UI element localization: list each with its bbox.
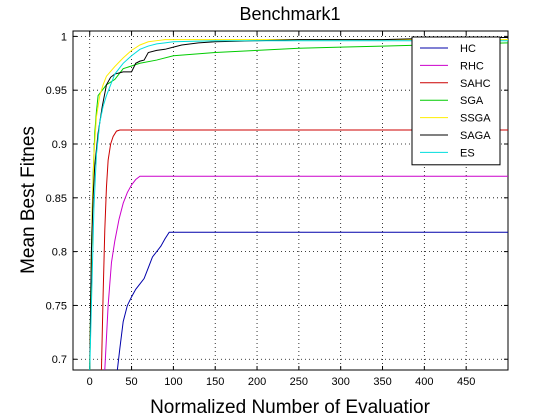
chart-title: Benchmark1 bbox=[239, 4, 340, 24]
x-tick-label: 450 bbox=[457, 376, 475, 388]
legend: HC RHC SAHC SGA SSGA SAGA ES bbox=[412, 37, 500, 165]
x-axis-label: Normalized Number of Evaluatior bbox=[150, 397, 431, 418]
legend-label-hc: HC bbox=[460, 43, 476, 55]
x-tick-label: 400 bbox=[415, 376, 433, 388]
y-tick-label: 0.95 bbox=[46, 85, 67, 97]
x-tick-label: 300 bbox=[332, 376, 350, 388]
y-tick-label: 1 bbox=[61, 31, 67, 43]
x-tick-label: 100 bbox=[164, 376, 182, 388]
y-tick-label: 0.8 bbox=[52, 247, 67, 259]
y-tick-label: 0.85 bbox=[46, 193, 67, 205]
legend-label-rhc: RHC bbox=[460, 60, 484, 72]
y-tick-label: 0.9 bbox=[52, 139, 67, 151]
x-tick-label: 0 bbox=[87, 376, 93, 388]
x-tick-label: 200 bbox=[248, 376, 266, 388]
y-axis-label: Mean Best Fitnes bbox=[18, 126, 39, 274]
x-tick-label: 50 bbox=[125, 376, 137, 388]
y-tick-label: 0.7 bbox=[52, 354, 67, 366]
legend-box bbox=[412, 37, 500, 165]
x-tick-label: 350 bbox=[373, 376, 391, 388]
legend-label-ssga: SSGA bbox=[460, 113, 491, 125]
legend-label-es: ES bbox=[460, 147, 475, 159]
legend-label-sahc: SAHC bbox=[460, 78, 491, 90]
x-tick-label: 250 bbox=[290, 376, 308, 388]
x-tick-label: 150 bbox=[206, 376, 224, 388]
legend-label-sga: SGA bbox=[460, 95, 484, 107]
y-tick-label: 0.75 bbox=[46, 300, 67, 312]
legend-label-saga: SAGA bbox=[460, 130, 491, 142]
